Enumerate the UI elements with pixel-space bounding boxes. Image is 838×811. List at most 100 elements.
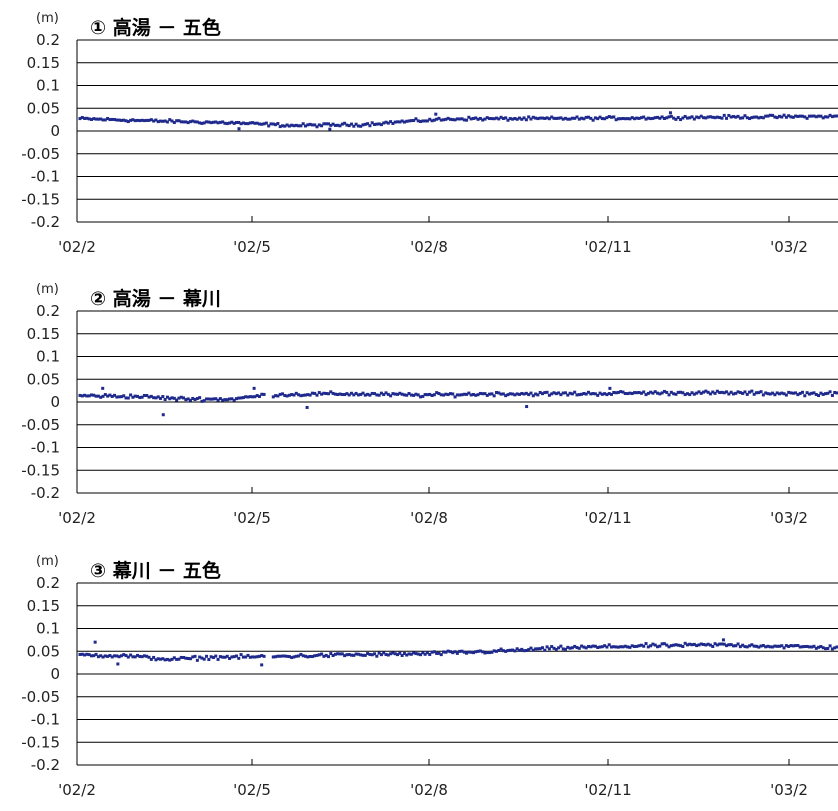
data-point (440, 653, 443, 656)
y-tick-label: 0.05 (27, 99, 60, 117)
x-tick-label: '02/11 (584, 781, 631, 799)
x-tick-label: '02/5 (233, 781, 271, 799)
data-point-outlier (253, 387, 256, 390)
y-tick-label: 0.2 (36, 574, 60, 592)
chart-title: ② 高湯 － 幕川 (90, 287, 221, 310)
data-point (559, 645, 562, 648)
y-tick-label: -0.1 (31, 711, 60, 729)
y-tick-label: 0.2 (36, 302, 60, 320)
data-point-outlier (328, 128, 331, 131)
data-point (525, 118, 528, 121)
y-unit-label: (m) (36, 554, 59, 569)
y-tick-label: -0.2 (31, 756, 60, 774)
chart-title: ① 高湯 － 五色 (90, 16, 221, 39)
data-point (645, 642, 648, 645)
y-tick-label: 0 (50, 393, 60, 411)
y-tick-label: 0.1 (36, 77, 60, 95)
y-tick-label: 0 (50, 665, 60, 683)
x-tick-label: '02/8 (410, 238, 448, 256)
data-point (711, 645, 714, 648)
data-point-outlier (434, 113, 437, 116)
data-point (803, 394, 806, 397)
data-point (720, 117, 723, 120)
y-tick-label: 0.2 (36, 31, 60, 49)
y-tick-label: -0.15 (21, 461, 60, 479)
x-tick-label: '03/2 (770, 509, 808, 527)
data-point (725, 117, 728, 120)
chart-panel-2: 0.20.150.10.050-0.05-0.1-0.15-0.2'02/2'0… (21, 282, 838, 527)
chart-panel-1: 0.20.150.10.050-0.05-0.1-0.15-0.2'02/2'0… (21, 11, 838, 256)
data-point (829, 644, 832, 647)
data-point (543, 649, 546, 652)
data-point (127, 397, 130, 400)
x-tick-label: '02/5 (233, 238, 271, 256)
data-point (737, 642, 740, 645)
data-point-outlier (260, 663, 263, 666)
y-tick-label: 0.05 (27, 370, 60, 388)
data-point (368, 124, 371, 127)
y-tick-label: -0.2 (31, 213, 60, 231)
data-point (263, 655, 266, 658)
x-tick-label: '02/8 (410, 781, 448, 799)
y-tick-label: 0.1 (36, 620, 60, 638)
data-point-outlier (162, 413, 165, 416)
y-tick-label: -0.05 (21, 145, 60, 163)
data-point-outlier (525, 405, 528, 408)
x-tick-label: '02/2 (58, 781, 96, 799)
y-unit-label: (m) (36, 282, 59, 297)
data-point-outlier (116, 662, 119, 665)
data-point (573, 391, 576, 394)
data-point (203, 658, 206, 661)
data-point (760, 390, 763, 393)
data-point (327, 655, 330, 658)
data-point (785, 394, 788, 397)
data-point (198, 396, 201, 399)
data-point (642, 645, 645, 648)
y-tick-label: -0.1 (31, 439, 60, 457)
y-tick-label: -0.05 (21, 416, 60, 434)
data-point (642, 390, 645, 393)
data-point (265, 122, 268, 125)
data-point (826, 647, 829, 650)
y-tick-label: -0.15 (21, 190, 60, 208)
data-point-outlier (306, 406, 309, 409)
x-tick-label: '03/2 (770, 238, 808, 256)
data-point (612, 115, 615, 118)
data-point (263, 393, 266, 396)
data-point (161, 395, 164, 398)
data-point (750, 390, 753, 393)
data-point-outlier (608, 387, 611, 390)
data-point (207, 658, 210, 661)
data-point (529, 392, 532, 395)
x-tick-label: '02/2 (58, 509, 96, 527)
y-tick-label: -0.2 (31, 484, 60, 502)
data-point (465, 119, 468, 122)
x-tick-label: '02/11 (584, 238, 631, 256)
data-point (546, 391, 549, 394)
data-point (831, 394, 834, 397)
data-point (214, 655, 217, 658)
data-point (194, 655, 197, 658)
y-tick-label: 0.15 (27, 325, 60, 343)
data-point (196, 659, 199, 662)
data-point (237, 657, 240, 660)
chart-panel-3: 0.20.150.10.050-0.05-0.1-0.15-0.2'02/2'0… (21, 554, 838, 799)
x-tick-label: '02/8 (410, 509, 448, 527)
data-point (451, 392, 454, 395)
y-tick-label: 0.15 (27, 54, 60, 72)
y-tick-label: 0.05 (27, 642, 60, 660)
x-tick-label: '02/2 (58, 238, 96, 256)
data-point-outlier (101, 387, 104, 390)
y-unit-label: (m) (36, 11, 59, 26)
chart-title: ③ 幕川 － 五色 (90, 559, 221, 582)
data-point-outlier (94, 641, 97, 644)
y-tick-label: -0.05 (21, 688, 60, 706)
x-tick-label: '03/2 (770, 781, 808, 799)
data-point (205, 655, 208, 658)
data-point-outlier (722, 638, 725, 641)
data-point (276, 122, 279, 125)
y-tick-label: -0.15 (21, 733, 60, 751)
y-tick-label: 0 (50, 122, 60, 140)
